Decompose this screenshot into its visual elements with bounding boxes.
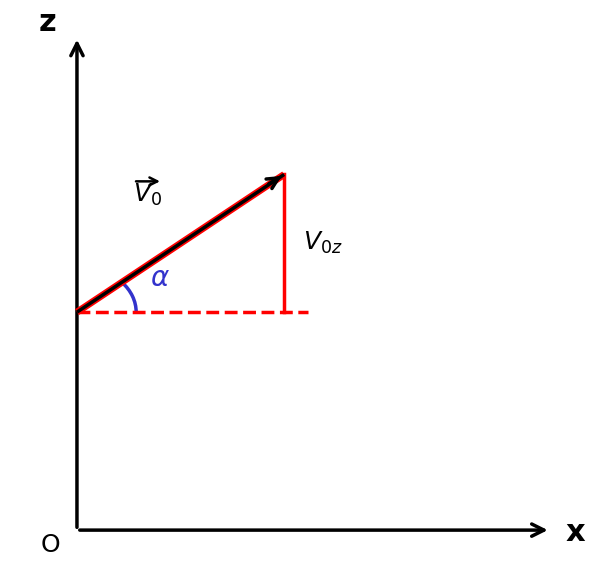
Text: $V_0$: $V_0$ bbox=[133, 181, 163, 208]
Text: $\alpha$: $\alpha$ bbox=[150, 264, 170, 291]
Text: z: z bbox=[38, 8, 56, 37]
Text: $V_{0z}$: $V_{0z}$ bbox=[303, 230, 343, 256]
Text: O: O bbox=[40, 533, 60, 557]
Text: x: x bbox=[565, 518, 585, 547]
